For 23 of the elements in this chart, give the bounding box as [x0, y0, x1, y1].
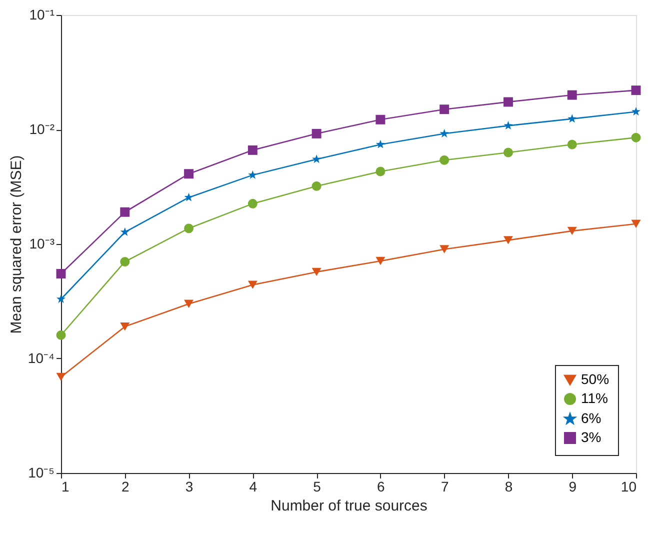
x-tick-label: 4 [249, 478, 258, 494]
x-tick-label: 8 [504, 478, 513, 494]
y-tick-label: 10⁻² [29, 121, 55, 137]
point [312, 154, 322, 164]
x-tick-label: 5 [313, 478, 322, 494]
x-axis-title: Number of true sources [270, 498, 428, 514]
y-tick-label: 10⁻⁴ [28, 350, 54, 366]
x-tick-label: 10 [620, 478, 637, 494]
x-tick-label: 7 [440, 478, 449, 494]
x-tick-label: 3 [185, 478, 194, 494]
x-tick-label: 9 [568, 478, 577, 494]
y-tick-label: 10⁻⁵ [28, 464, 54, 480]
x-tick-label: 6 [377, 478, 386, 494]
y-tick-label: 10⁻¹ [29, 6, 55, 22]
legend-label: 3% [581, 429, 602, 445]
point [56, 268, 66, 278]
legend-label: 6% [581, 410, 602, 426]
y-axis-title: Mean squared error (MSE) [8, 155, 25, 334]
x-tick-label: 2 [121, 478, 130, 494]
x-tick-label: 1 [62, 478, 70, 494]
y-tick-label: 10⁻³ [29, 236, 55, 252]
legend-label: 50% [581, 371, 610, 387]
legend-label: 11% [581, 390, 608, 406]
